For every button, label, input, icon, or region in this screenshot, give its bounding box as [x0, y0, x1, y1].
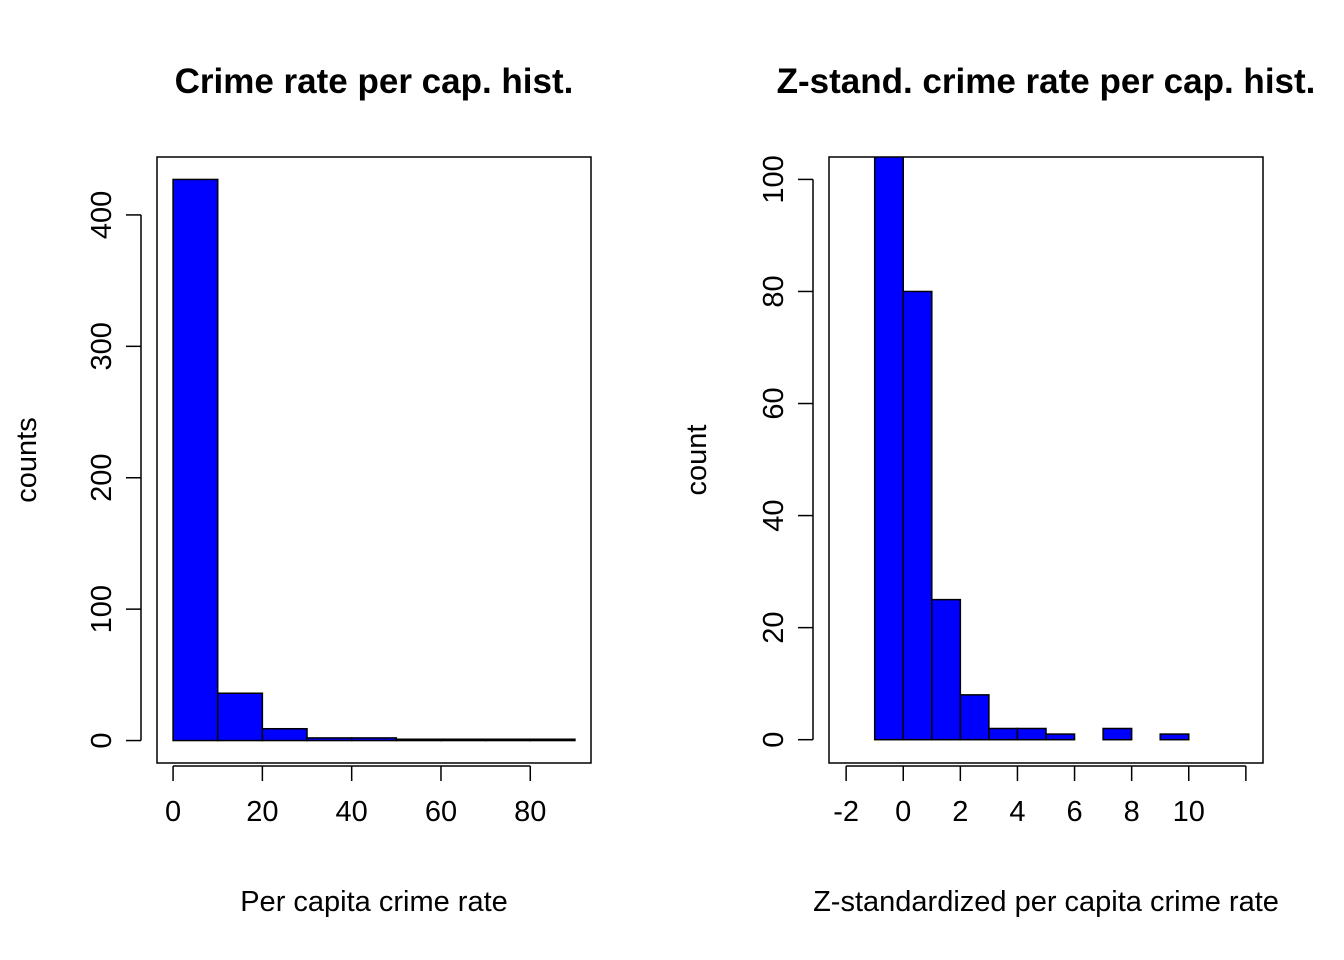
histogram-bar: [1159, 733, 1190, 741]
x-axis-label: Per capita crime rate: [240, 886, 508, 918]
histogram-bar: [216, 692, 264, 742]
chart-title: Crime rate per cap. hist.: [175, 62, 574, 101]
y-tick-label: 100: [86, 585, 118, 633]
y-tick-label: 60: [758, 387, 790, 419]
x-tick-label: 2: [952, 796, 968, 828]
chart-title: Z-stand. crime rate per cap. hist.: [777, 62, 1316, 101]
panel-crime-rate-histogram: Crime rate per cap. hist. 0 20 40 60 80 0 100…: [11, 62, 592, 918]
x-tick-label: 4: [1009, 796, 1025, 828]
x-tick-label: 6: [1066, 796, 1082, 828]
x-axis-label: Z-standardized per capita crime rate: [813, 886, 1279, 918]
y-axis-label: count: [681, 425, 713, 496]
histogram-bar: [959, 694, 990, 741]
y-tick-label: 0: [758, 732, 790, 748]
y-tick-label: 20: [758, 612, 790, 644]
y-tick-label: 200: [86, 454, 118, 502]
histogram-bar: [1016, 727, 1047, 741]
y-tick-label: 40: [758, 499, 790, 531]
y-tick-label: 400: [86, 191, 118, 239]
plot-frame: [156, 156, 592, 764]
histogram-bar: [306, 737, 353, 742]
histogram-bar: [1102, 727, 1133, 741]
histogram-bar: [988, 727, 1019, 741]
histogram-bar: [931, 598, 962, 741]
x-tick-label: 0: [895, 796, 911, 828]
x-tick-label: 8: [1124, 796, 1140, 828]
x-tick-label: 80: [514, 796, 546, 828]
x-tick-label: 10: [1173, 796, 1205, 828]
x-axis: 0 20 40 60 80: [165, 765, 546, 828]
x-tick-label: 20: [246, 796, 278, 828]
histogram-bar: [873, 157, 904, 741]
x-axis: -2 0 2 4 6 8 10: [833, 765, 1247, 828]
bars: [172, 178, 576, 742]
plot-frame: [828, 156, 1264, 764]
y-tick-label: 0: [86, 732, 118, 748]
histogram-bar: [261, 727, 308, 742]
histogram-bar: [1045, 733, 1076, 741]
y-axis-label: counts: [11, 417, 43, 502]
y-tick-label: 80: [758, 275, 790, 307]
x-tick-label: -2: [833, 796, 859, 828]
histogram-bar: [529, 738, 576, 742]
histogram-bar: [902, 290, 933, 741]
histogram-bar: [440, 738, 487, 742]
y-tick-label: 300: [86, 322, 118, 370]
bars: [873, 157, 1190, 741]
x-tick-label: 60: [425, 796, 457, 828]
y-axis: 0 20 40 60 80 100: [758, 155, 814, 748]
y-tick-label: 100: [758, 155, 790, 203]
histogram-bar: [350, 737, 398, 742]
y-axis: 0 100 200 300 400: [86, 191, 142, 749]
histogram-bar: [172, 178, 219, 742]
x-tick-label: 0: [165, 796, 181, 828]
histogram-bar: [395, 738, 442, 742]
panel-z-standardized-histogram: Z-stand. crime rate per cap. hist. -2 0 2 4…: [681, 62, 1315, 918]
histogram-bar: [484, 738, 532, 742]
x-tick-label: 40: [336, 796, 368, 828]
